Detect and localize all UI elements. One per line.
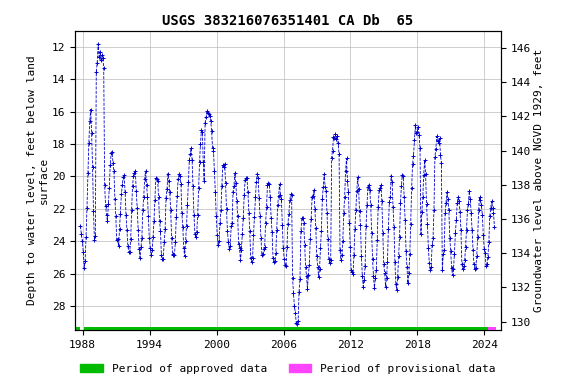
- Y-axis label: Depth to water level, feet below land
surface: Depth to water level, feet below land su…: [27, 56, 49, 305]
- Y-axis label: Groundwater level above NGVD 1929, feet: Groundwater level above NGVD 1929, feet: [534, 49, 544, 312]
- Legend: Period of approved data, Period of provisional data: Period of approved data, Period of provi…: [76, 359, 500, 379]
- Title: USGS 383216076351401 CA Db  65: USGS 383216076351401 CA Db 65: [162, 14, 414, 28]
